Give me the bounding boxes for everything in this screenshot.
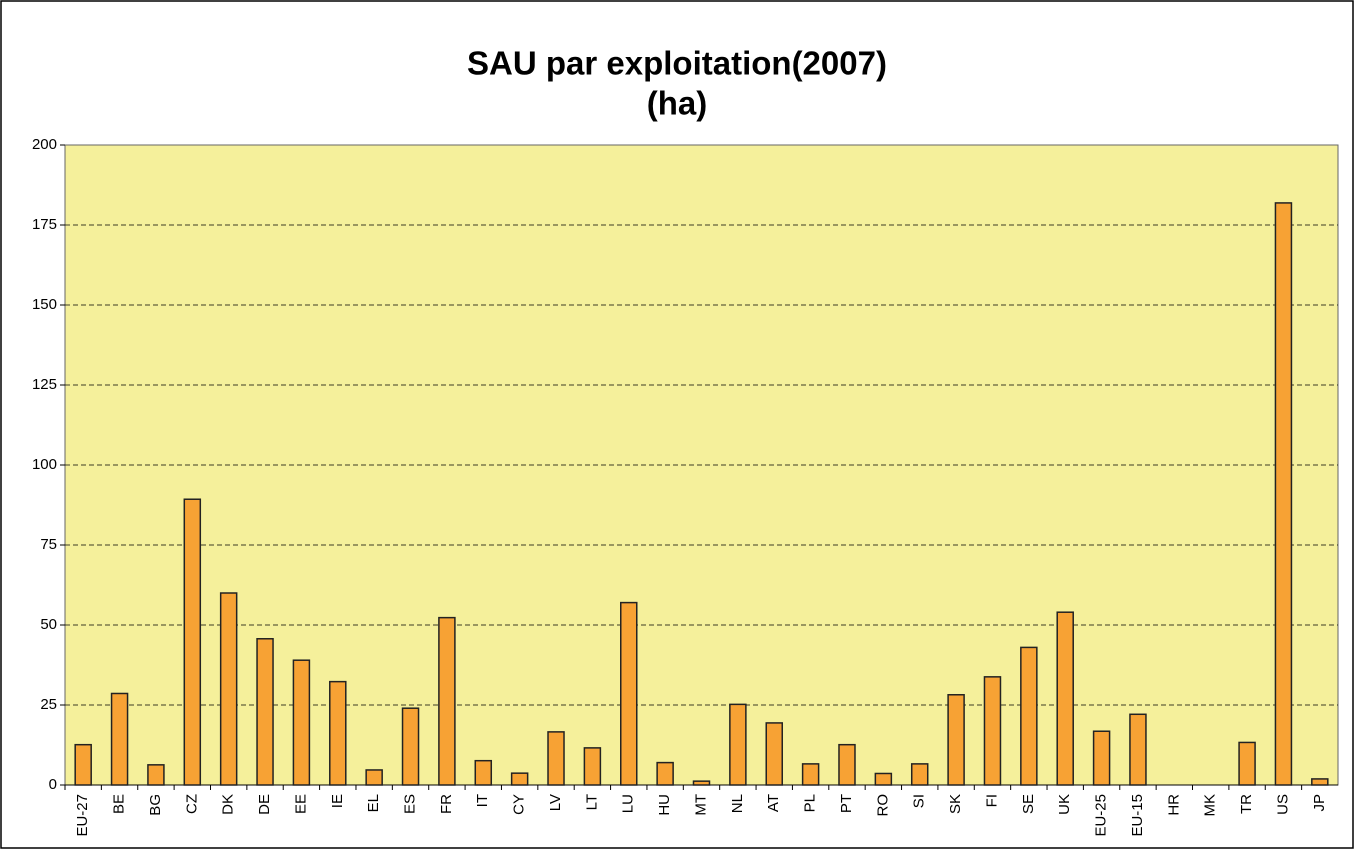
bar xyxy=(1020,646,1038,786)
bar xyxy=(1056,611,1074,786)
y-tick-label: 125 xyxy=(32,376,57,393)
x-tick-label: PL xyxy=(802,794,819,812)
bar xyxy=(401,707,420,786)
x-tick-label: JP xyxy=(1311,794,1328,812)
bar xyxy=(1238,741,1256,786)
x-tick-label: HR xyxy=(1165,794,1182,816)
x-tick-label: EU-15 xyxy=(1129,794,1146,837)
bar xyxy=(910,763,929,786)
x-tick-label: MT xyxy=(692,794,709,816)
bar xyxy=(474,759,493,786)
x-tick-label: DK xyxy=(220,794,237,815)
y-tick-label: 0 xyxy=(49,776,57,793)
bar xyxy=(692,780,711,786)
x-tick-label: NL xyxy=(729,794,746,813)
x-tick-label: SK xyxy=(947,794,964,814)
x-tick-label: AT xyxy=(765,794,782,812)
x-tick-label: LV xyxy=(547,794,564,811)
y-tick-label: 50 xyxy=(40,616,57,633)
bar xyxy=(510,772,529,786)
y-tick-label: 150 xyxy=(32,296,57,313)
bar xyxy=(74,743,92,786)
y-tick-label: 200 xyxy=(32,136,57,153)
y-tick-label: 25 xyxy=(40,696,57,713)
bar xyxy=(983,676,1002,786)
x-tick-label: SE xyxy=(1020,794,1037,814)
y-tick-label: 175 xyxy=(32,216,57,233)
x-tick-label: BG xyxy=(147,794,164,816)
bar xyxy=(620,601,638,786)
x-tick-label: IE xyxy=(329,794,346,808)
bar xyxy=(801,763,820,786)
x-tick-label: DE xyxy=(256,794,273,815)
x-tick-label: CY xyxy=(511,794,528,815)
y-tick-label: 75 xyxy=(40,536,57,553)
x-tick-label: ES xyxy=(401,794,418,814)
x-tick-label: BE xyxy=(111,794,128,814)
x-tick-label: HU xyxy=(656,794,673,816)
bar xyxy=(1311,778,1329,786)
bar xyxy=(765,722,783,786)
x-tick-label: FI xyxy=(983,794,1000,807)
x-tick-label: LT xyxy=(583,794,600,810)
x-tick-label: UK xyxy=(1056,794,1073,815)
x-tick-label: EU-27 xyxy=(74,794,91,837)
bar xyxy=(147,764,165,786)
bar xyxy=(438,616,456,786)
x-tick-label: IT xyxy=(474,794,491,807)
x-tick-label: PT xyxy=(838,794,855,813)
x-tick-label: MK xyxy=(1202,794,1219,817)
bar xyxy=(183,498,202,786)
x-tick-label: EL xyxy=(365,794,382,812)
bar xyxy=(219,592,238,786)
bar xyxy=(656,761,674,786)
x-tick-label: SI xyxy=(911,794,928,808)
x-tick-label: CZ xyxy=(183,794,200,814)
bar xyxy=(1274,202,1293,786)
bar xyxy=(292,659,311,786)
bar xyxy=(874,772,893,786)
x-tick-label: US xyxy=(1274,794,1291,815)
bar xyxy=(1092,730,1111,786)
bar xyxy=(947,694,965,786)
bar xyxy=(729,703,747,786)
chart-title: SAU par exploitation(2007) xyxy=(467,45,887,82)
bar xyxy=(838,743,856,786)
x-tick-label: FR xyxy=(438,794,455,814)
x-tick-label: EU-25 xyxy=(1093,794,1110,837)
bar xyxy=(1129,713,1147,786)
chart-subtitle: (ha) xyxy=(647,85,708,122)
bar xyxy=(547,731,565,786)
bar xyxy=(365,769,383,786)
bar xyxy=(256,638,274,786)
x-tick-label: RO xyxy=(874,794,891,817)
bar xyxy=(110,692,129,786)
bar xyxy=(329,680,347,786)
x-tick-label: TR xyxy=(1238,794,1255,814)
y-tick-label: 100 xyxy=(32,456,57,473)
x-tick-label: LU xyxy=(620,794,637,813)
bar xyxy=(583,747,602,786)
x-tick-label: EE xyxy=(292,794,309,814)
